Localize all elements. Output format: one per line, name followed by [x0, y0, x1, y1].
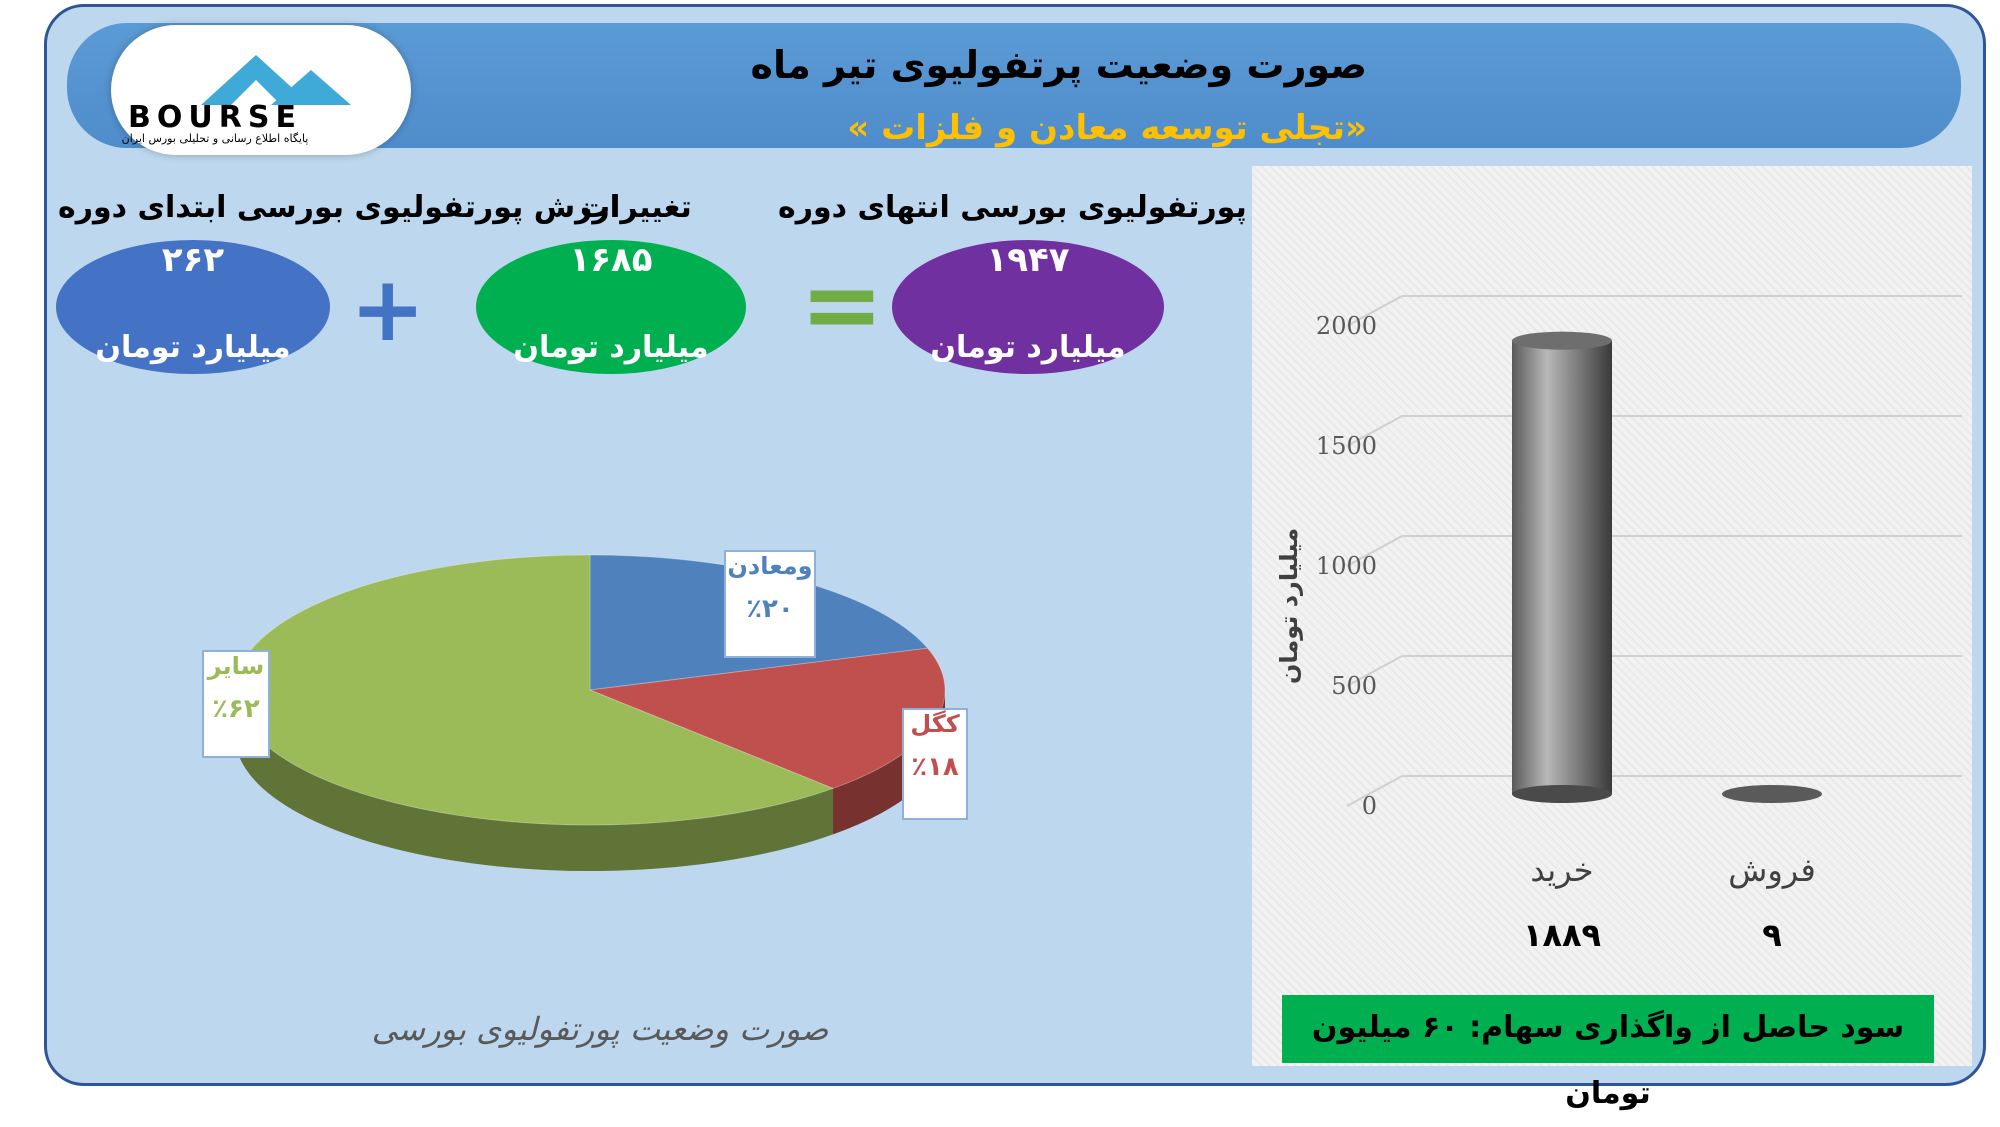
bar-value-label-0: ۱۸۸۹	[1523, 916, 1601, 954]
logo	[111, 25, 411, 155]
bar-y-axis-label: میلیارد تومان	[1275, 528, 1303, 684]
start-value-label: ارزش پورتفولیوی بورسی ابتدای دوره	[58, 190, 620, 225]
page-title: صورت وضعیت پرتفولیوی تیر ماه	[750, 43, 1367, 87]
change-value-unit: میلیارد تومان	[513, 330, 709, 365]
pie-chart-title: صورت وضعیت پورتفولیوی بورسی	[371, 1010, 829, 1048]
pie-slice-side-2	[234, 690, 834, 871]
bar-grid-diag-4	[1346, 295, 1403, 327]
start-value-ellipse: ۲۶۲ میلیارد تومان	[56, 240, 330, 374]
bar-category-1: فروش	[1728, 851, 1815, 889]
bar-y-tick-2: 1000	[1316, 552, 1377, 580]
bar-value-label-1: ۹	[1762, 916, 1782, 954]
logo-mark-icon	[201, 55, 351, 105]
pie-label-mines-percent: ٪۲۰	[746, 594, 794, 624]
bar-y-tick-1: 500	[1331, 672, 1377, 700]
bar-0	[1512, 331, 1612, 803]
bar-grid-diag-0	[1346, 775, 1403, 807]
bar-1	[1722, 785, 1822, 803]
bar-grid-diag-3	[1346, 415, 1403, 447]
bar-grid-diag-1	[1346, 655, 1403, 687]
end-value-unit: میلیارد تومان	[930, 330, 1126, 365]
bar-grid-diag-2	[1346, 535, 1403, 567]
pie-label-others: سایر ٪۶۲	[202, 650, 270, 758]
change-value: ۱۶۸۵	[569, 240, 653, 280]
bar-y-tick-3: 1500	[1316, 432, 1377, 460]
end-value: ۱۹۴۷	[986, 240, 1070, 280]
logo-tagline: پایگاه اطلاع رسانی و تحلیلی بورس ایران	[121, 132, 309, 145]
pie-chart	[234, 554, 946, 871]
end-value-label: ارزش پورتفولیوی بورسی انتهای دوره	[778, 190, 1344, 225]
pie-label-kagol-name: کگل	[910, 710, 960, 738]
logo-brand: BOURSE	[128, 100, 302, 135]
change-value-ellipse: ۱۶۸۵ میلیارد تومان	[476, 240, 746, 374]
pie-label-others-percent: ٪۶۲	[212, 694, 260, 724]
end-value-ellipse: ۱۹۴۷ میلیارد تومان	[892, 240, 1164, 374]
profit-box: سود حاصل از واگذاری سهام: ۶۰ میلیون توما…	[1282, 995, 1934, 1111]
pie-slice-side-1	[833, 690, 945, 835]
pie-label-mines: ومعادن ٪۲۰	[724, 550, 816, 658]
bar-y-tick-4: 2000	[1316, 312, 1377, 340]
pie-label-others-name: سایر	[207, 652, 265, 680]
plus-sign: +	[350, 257, 426, 362]
bar-y-tick-0: 0	[1362, 792, 1377, 820]
pie-label-kagol: کگل ٪۱۸	[902, 708, 968, 820]
change-value-label: تغییرات	[580, 190, 692, 225]
bar-category-0: خرید	[1530, 851, 1593, 889]
page-subtitle: «تجلی توسعه معادن و فلزات »	[847, 108, 1367, 148]
pie-label-mines-name: ومعادن	[727, 552, 813, 580]
pie-label-kagol-percent: ٪۱۸	[911, 752, 959, 782]
start-value: ۲۶۲	[161, 240, 225, 280]
start-value-unit: میلیارد تومان	[95, 330, 291, 365]
equals-sign: =	[800, 246, 884, 363]
